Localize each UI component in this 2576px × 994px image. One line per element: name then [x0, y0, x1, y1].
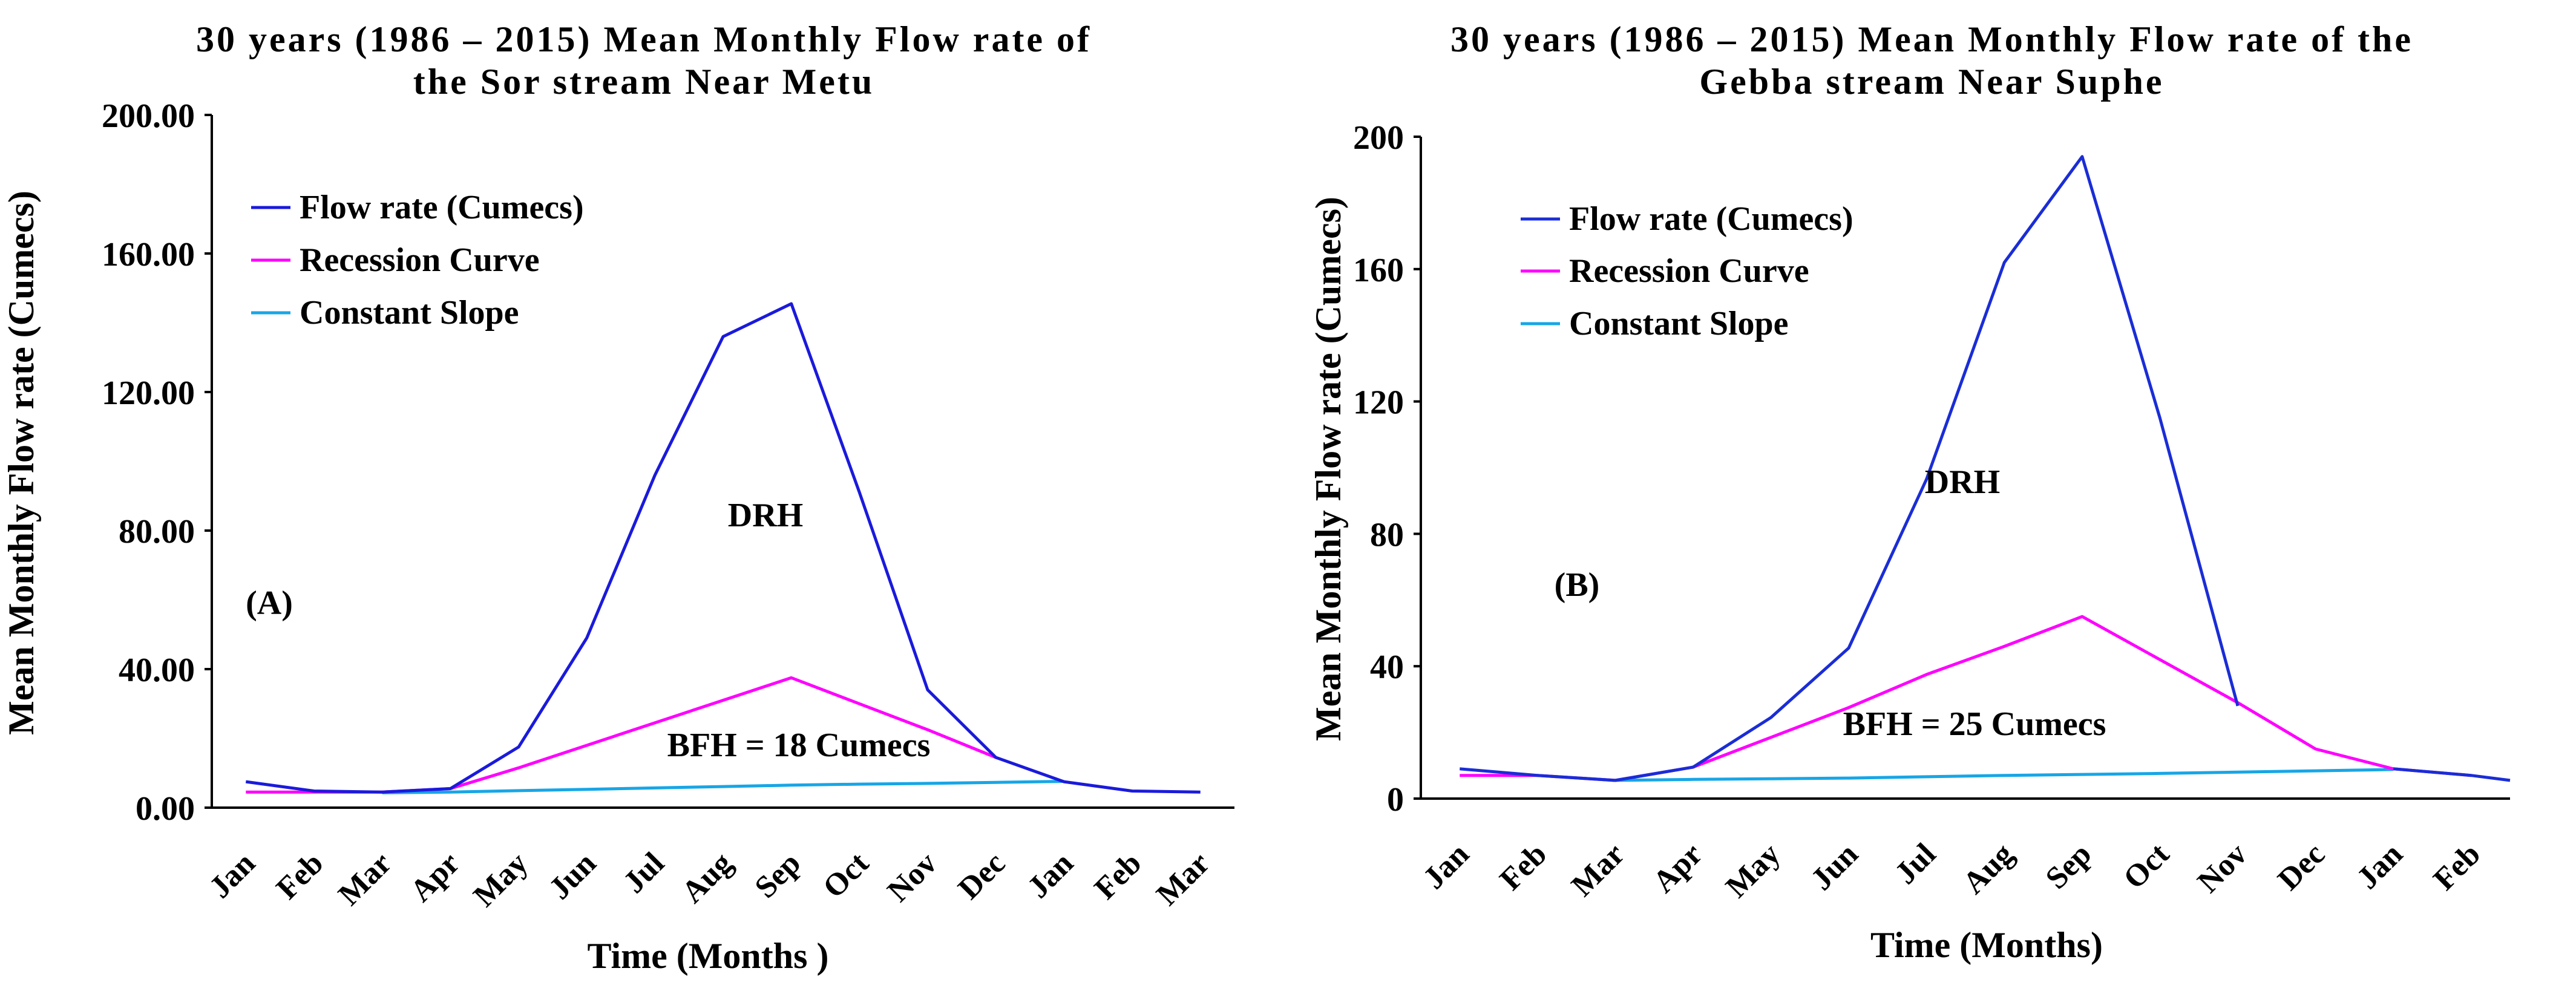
legend-label-b-1: Recession Curve: [1569, 252, 1809, 290]
legend-label-a-1: Recession Curve: [300, 241, 540, 279]
y-tick-label-a-0: 0.00: [136, 790, 195, 828]
legend-label-b-0: Flow rate (Cumecs): [1569, 200, 1853, 238]
x-tick-label-a-11: Dec: [952, 846, 1012, 906]
x-tick-label-a-13: Feb: [1088, 846, 1149, 906]
chart-title-b-line2: Gebba stream Near Suphe: [1699, 62, 2165, 102]
series-line-a-0: [245, 302, 1201, 794]
chart-title-a-line1: 30 years (1986 – 2015) Mean Monthly Flow…: [195, 19, 1092, 59]
x-tick-label-b-2: Mar: [1565, 837, 1631, 903]
chart-panel-a: 30 years (1986 – 2015) Mean Monthly Flow…: [0, 18, 1288, 976]
x-tick-label-b-13: Feb: [2427, 837, 2488, 897]
x-tick-label-a-8: Sep: [749, 846, 808, 905]
x-tick-label-a-3: Apr: [404, 846, 467, 909]
y-axis-label-a: Mean Monthly Flow rate (Cumecs): [1, 191, 41, 735]
chart-title-a-line2: the Sor stream Near Metu: [413, 62, 875, 102]
chart-title-a: 30 years (1986 – 2015) Mean Monthly Flow…: [0, 18, 1288, 103]
chart-panel-b: 30 years (1986 – 2015) Mean Monthly Flow…: [1288, 0, 2576, 994]
series-line-b-2: [1615, 768, 2394, 782]
annotation-drh-b: DRH: [1925, 463, 2000, 501]
y-tick-label-b-5: 200: [1353, 119, 1404, 157]
y-tick-label-a-1: 40.00: [119, 652, 195, 689]
x-tick-label-b-9: Oct: [2117, 837, 2176, 896]
series-line-b-0: [1460, 155, 2240, 782]
x-tick-label-b-7: Aug: [1956, 837, 2020, 901]
y-tick-label-b-4: 160: [1353, 252, 1404, 289]
x-tick-label-b-8: Sep: [2039, 837, 2099, 896]
x-tick-label-b-6: Jul: [1889, 837, 1942, 891]
chart-title-b: 30 years (1986 – 2015) Mean Monthly Flow…: [1288, 18, 2576, 103]
legend-label-a-0: Flow rate (Cumecs): [300, 189, 584, 226]
panel-label-a: (A): [246, 584, 293, 622]
x-tick-label-a-14: Mar: [1150, 846, 1216, 912]
x-tick-label-b-3: Apr: [1647, 837, 1709, 900]
series-tail-b: [2393, 767, 2511, 782]
x-tick-label-a-0: Jan: [203, 846, 262, 905]
panel-label-b: (B): [1555, 566, 1600, 604]
y-tick-label-a-5: 200.00: [102, 97, 195, 135]
x-tick-label-a-9: Oct: [816, 846, 876, 905]
x-tick-label-b-0: Jan: [1417, 837, 1476, 896]
x-tick-label-a-4: May: [467, 846, 535, 914]
y-tick-label-b-0: 0: [1387, 781, 1404, 819]
y-tick-label-a-2: 80.00: [119, 513, 195, 551]
y-tick-label-a-4: 160.00: [102, 236, 195, 273]
x-tick-label-a-10: Nov: [881, 846, 944, 909]
annotation-bfh-a: BFH = 18 Cumecs: [667, 727, 931, 764]
y-tick-label-b-3: 120: [1353, 384, 1404, 422]
x-tick-label-a-12: Jan: [1021, 846, 1080, 905]
legend-label-a-2: Constant Slope: [300, 294, 519, 332]
y-tick-label-b-2: 80: [1370, 516, 1404, 554]
x-axis-label-b: Time (Months): [1870, 925, 2103, 965]
y-tick-label-b-1: 40: [1370, 649, 1404, 686]
series-line-a-2: [382, 780, 1064, 794]
x-tick-label-b-1: Feb: [1493, 837, 1554, 897]
x-tick-label-b-10: Nov: [2191, 837, 2254, 900]
x-tick-label-b-11: Dec: [2272, 837, 2332, 897]
y-tick-label-a-3: 120.00: [102, 374, 195, 412]
annotation-drh-a: DRH: [728, 497, 803, 534]
x-tick-label-a-1: Feb: [270, 846, 330, 906]
x-tick-label-a-6: Jul: [617, 846, 670, 900]
chart-title-b-line1: 30 years (1986 – 2015) Mean Monthly Flow…: [1450, 19, 2414, 59]
x-tick-label-b-4: May: [1719, 837, 1787, 904]
x-tick-label-b-5: Jun: [1804, 837, 1865, 897]
y-axis-label-b: Mean Monthly Flow rate (Cumecs): [1308, 197, 1348, 741]
x-axis-label-a: Time (Months ): [588, 936, 829, 976]
x-tick-label-a-7: Aug: [675, 846, 739, 910]
legend-label-b-2: Constant Slope: [1569, 305, 1789, 342]
x-tick-label-a-5: Jun: [543, 846, 603, 906]
series-line-b-1: [1460, 615, 2471, 782]
annotation-bfh-b: BFH = 25 Cumecs: [1843, 705, 2106, 743]
x-tick-label-b-12: Jan: [2350, 837, 2410, 896]
x-tick-label-a-2: Mar: [332, 846, 398, 912]
